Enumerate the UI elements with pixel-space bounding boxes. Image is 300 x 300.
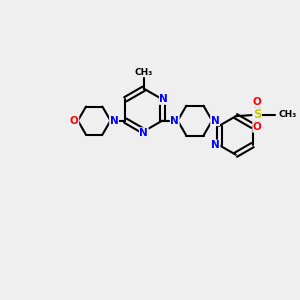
Text: CH₃: CH₃: [135, 68, 153, 77]
Text: N: N: [211, 140, 220, 150]
Text: N: N: [110, 116, 118, 126]
Text: O: O: [253, 97, 262, 107]
Text: O: O: [253, 122, 262, 132]
Text: O: O: [70, 116, 79, 126]
Text: N: N: [159, 94, 168, 104]
Text: CH₃: CH₃: [278, 110, 297, 119]
Text: N: N: [140, 128, 148, 138]
Text: S: S: [253, 108, 261, 121]
Text: N: N: [170, 116, 179, 126]
Text: N: N: [211, 116, 219, 126]
